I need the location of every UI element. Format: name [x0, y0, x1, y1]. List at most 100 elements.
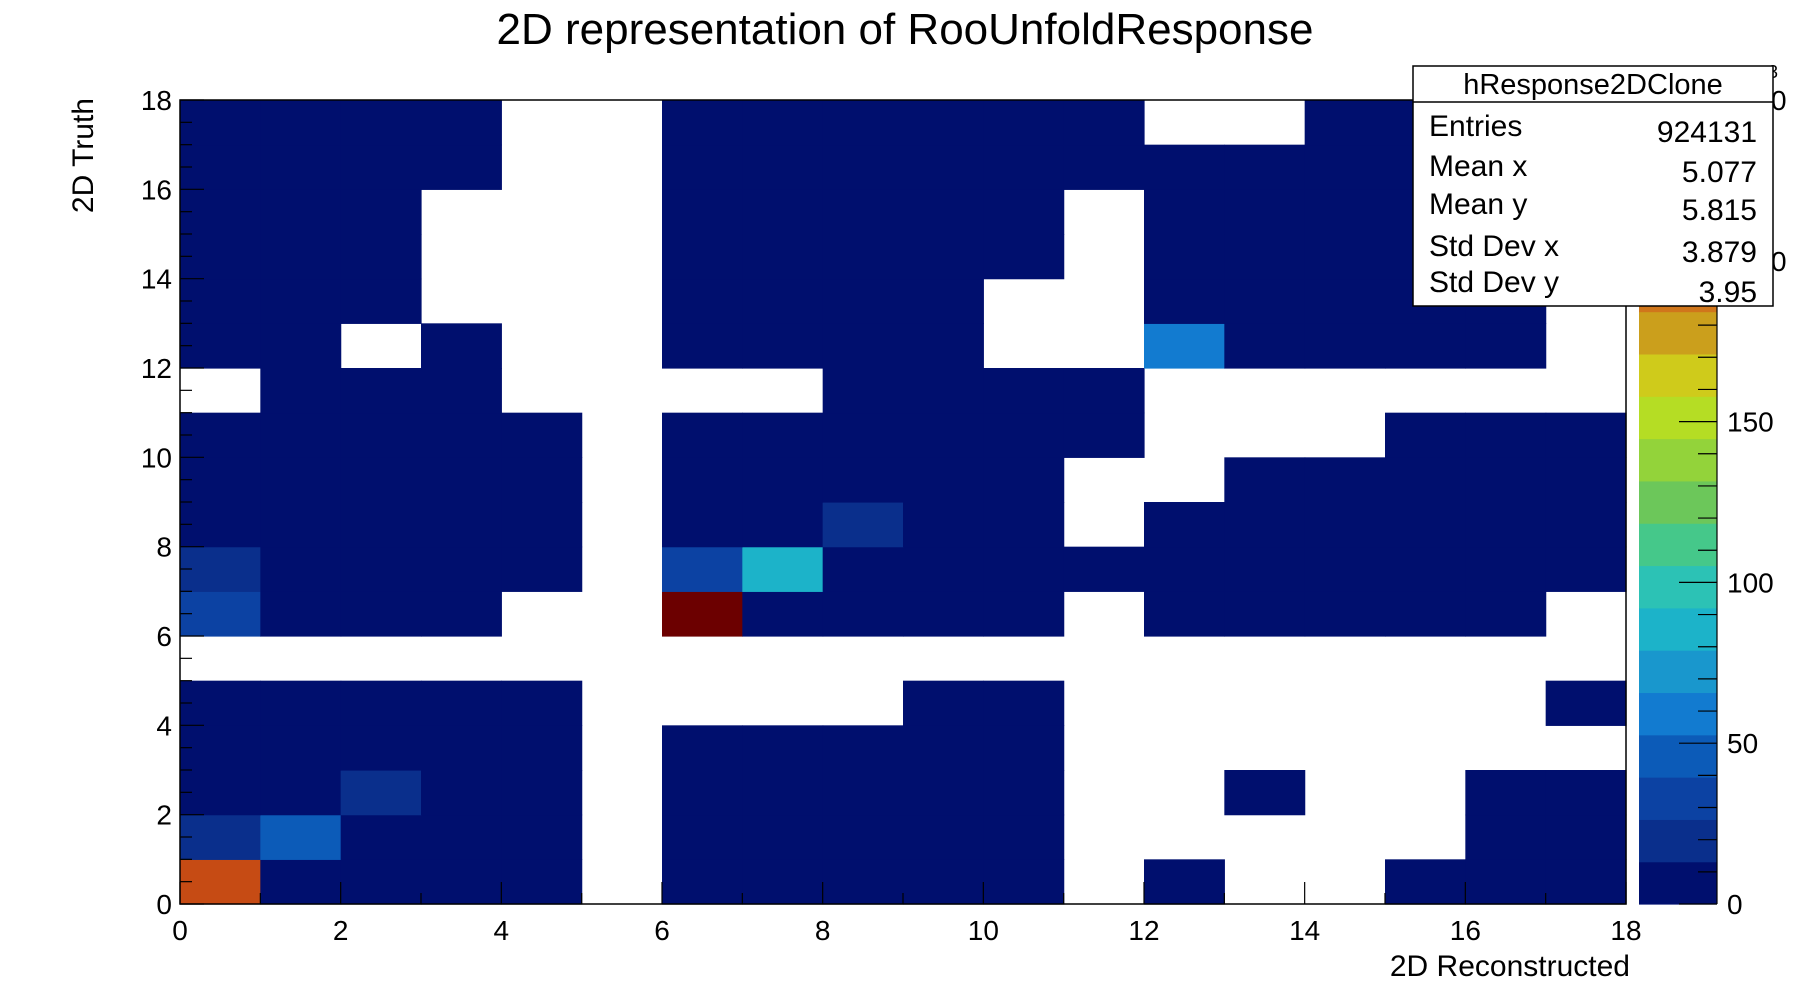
- heatmap-cell: [1224, 591, 1306, 637]
- heatmap-cell: [1385, 457, 1466, 503]
- heatmap-cell: [742, 859, 824, 905]
- heatmap-cell: [742, 502, 824, 548]
- color-scale-band: [1639, 480, 1717, 524]
- heatmap-cell: [1545, 412, 1627, 458]
- color-scale-band: [1639, 438, 1717, 482]
- heatmap-cell: [742, 457, 824, 503]
- color-scale-band: [1639, 396, 1717, 440]
- heatmap-cell: [822, 770, 904, 816]
- heatmap-cell: [1063, 368, 1145, 414]
- x-tick-label: 14: [1289, 915, 1320, 946]
- heatmap-cell: [983, 591, 1065, 637]
- heatmap-cell: [1465, 457, 1547, 503]
- y-axis-label: 2D Truth: [67, 98, 100, 213]
- heatmap-cell: [742, 100, 824, 146]
- heatmap-cell: [421, 770, 502, 816]
- heatmap-cell: [903, 100, 984, 146]
- color-scale-label: 0: [1771, 246, 1787, 277]
- heatmap-cell: [1545, 457, 1627, 503]
- heatmap-cell: [501, 546, 583, 592]
- heatmap-cell: [1385, 502, 1466, 548]
- stats-row-value: 3.95: [1699, 276, 1757, 309]
- color-scale-band: [1639, 692, 1717, 736]
- heatmap-cell: [1545, 546, 1627, 592]
- heatmap-cell: [1224, 502, 1306, 548]
- color-scale-band: [1639, 523, 1717, 567]
- heatmap-cell: [1144, 591, 1225, 637]
- heatmap-cell: [501, 680, 583, 726]
- heatmap-cell: [340, 368, 422, 414]
- heatmap-cell: [1304, 278, 1386, 324]
- heatmap-cell: [1385, 412, 1466, 458]
- heatmap-cell: [903, 725, 984, 771]
- heatmap-cell: [260, 546, 342, 592]
- x-axis-label: 2D Reconstructed: [1390, 950, 1630, 983]
- heatmap-cell: [1063, 412, 1145, 458]
- heatmap-cell: [1224, 278, 1306, 324]
- heatmap-cell: [421, 100, 502, 146]
- heatmap-cell: [340, 234, 422, 280]
- color-scale-band: [1639, 734, 1717, 778]
- color-scale-band: [1639, 777, 1717, 820]
- heatmap-cell: [662, 591, 743, 637]
- heatmap-cell: [1144, 278, 1225, 324]
- heatmap-cell: [260, 859, 342, 905]
- chart-title: 2D representation of RooUnfoldResponse: [497, 5, 1314, 54]
- y-tick-label: 4: [156, 710, 172, 741]
- heatmap-cell: [421, 502, 502, 548]
- heatmap-cell: [1144, 323, 1225, 369]
- heatmap-cell: [662, 323, 743, 369]
- heatmap-cell: [501, 457, 583, 503]
- heatmap-cell: [1063, 144, 1145, 190]
- stats-row-label: Mean x: [1429, 150, 1527, 183]
- heatmap-cell: [1304, 100, 1386, 146]
- y-tick-label: 6: [156, 621, 172, 652]
- heatmap-cell: [1144, 502, 1225, 548]
- heatmap-cell: [983, 502, 1065, 548]
- heatmap-cell: [662, 278, 743, 324]
- heatmap-cell: [822, 189, 904, 235]
- heatmap-cell: [742, 189, 824, 235]
- heatmap-cell: [1144, 189, 1225, 235]
- heatmap-cell: [340, 546, 422, 592]
- heatmap-cell: [180, 725, 261, 771]
- heatmap-cell: [340, 189, 422, 235]
- x-tick-label: 2: [333, 915, 349, 946]
- heatmap-cell: [662, 457, 743, 503]
- heatmap-cell: [180, 278, 261, 324]
- heatmap-cell: [742, 770, 824, 816]
- heatmap-cell: [260, 770, 342, 816]
- heatmap-cell: [1304, 457, 1386, 503]
- heatmap-cell: [260, 368, 342, 414]
- heatmap-cell: [1465, 859, 1547, 905]
- heatmap-cell: [1304, 591, 1386, 637]
- heatmap-cell: [983, 189, 1065, 235]
- heatmap-cell: [822, 457, 904, 503]
- heatmap-cell: [903, 278, 984, 324]
- stats-row-label: Std Dev x: [1429, 230, 1559, 263]
- heatmap-cell: [501, 725, 583, 771]
- color-scale-band: [1639, 565, 1717, 609]
- heatmap-cell: [340, 770, 422, 816]
- heatmap-cell: [903, 412, 984, 458]
- heatmap-cell: [260, 502, 342, 548]
- y-tick-label: 14: [141, 264, 172, 295]
- heatmap-cell: [260, 234, 342, 280]
- color-scale-label: 100: [1727, 567, 1774, 598]
- heatmap-cell: [340, 859, 422, 905]
- heatmap-cell: [1545, 859, 1627, 905]
- y-tick-label: 12: [141, 353, 172, 384]
- y-axis: 0 2 4 6 8 10 12 14 16 18: [141, 85, 204, 920]
- heatmap-cell: [260, 144, 342, 190]
- x-tick-label: 18: [1610, 915, 1641, 946]
- heatmap-cell: [662, 144, 743, 190]
- x-tick-label: 6: [654, 915, 670, 946]
- heatmap-cell: [180, 770, 261, 816]
- heatmap-cell: [501, 859, 583, 905]
- heatmap-cell: [742, 725, 824, 771]
- heatmap-cell: [1224, 234, 1306, 280]
- heatmap-cell: [822, 591, 904, 637]
- heatmap-cell: [340, 725, 422, 771]
- heatmap-cell: [180, 502, 261, 548]
- heatmap-cells: [180, 100, 1627, 905]
